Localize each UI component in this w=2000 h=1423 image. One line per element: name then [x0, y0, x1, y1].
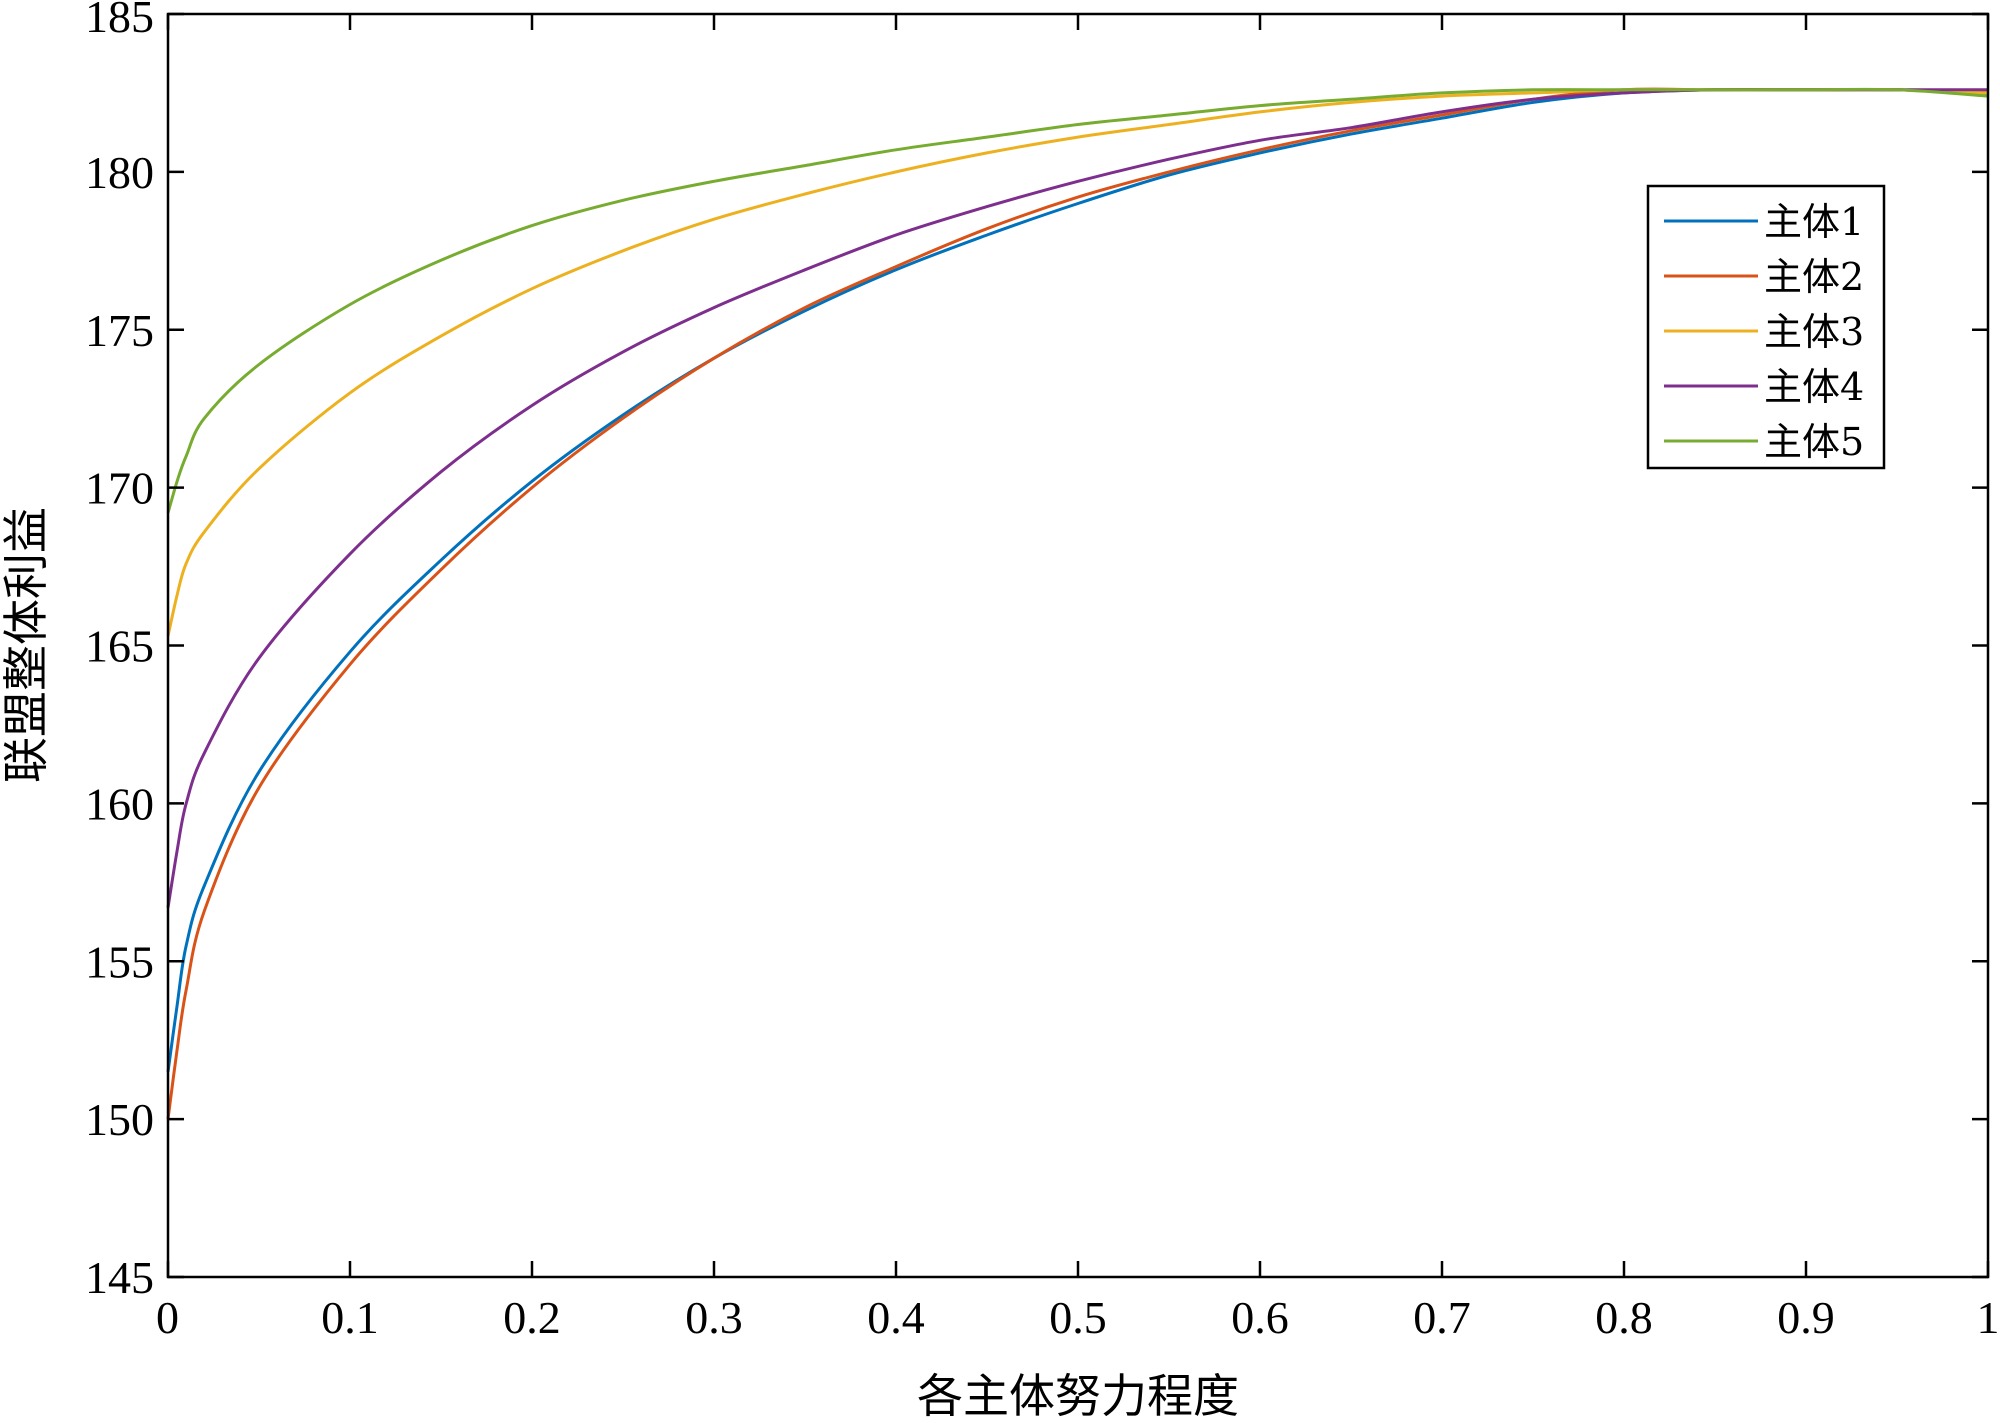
y-tick-label: 155: [85, 936, 154, 987]
y-tick-label: 180: [85, 147, 154, 198]
legend-label-2: 主体2: [1764, 255, 1864, 299]
x-tick-label: 0.7: [1413, 1292, 1471, 1343]
x-tick-label: 0.9: [1777, 1292, 1835, 1343]
legend-label-3: 主体3: [1764, 310, 1864, 354]
y-tick-label: 170: [85, 463, 154, 514]
x-tick-label: 0.6: [1231, 1292, 1289, 1343]
x-tick-label: 0.2: [503, 1292, 561, 1343]
legend-label-1: 主体1: [1764, 200, 1864, 244]
y-tick-label: 145: [85, 1252, 154, 1303]
x-axis-title: 各主体努力程度: [917, 1369, 1239, 1423]
series-layer: [166, 87, 1989, 1120]
x-tick-label: 0.3: [685, 1292, 743, 1343]
series-line-4: [166, 88, 1988, 908]
y-axis-title: 联盟整体利益: [0, 507, 53, 783]
y-tick-label: 150: [85, 1094, 154, 1145]
x-tick-label: 0.4: [867, 1292, 925, 1343]
legend-box: [1646, 184, 1886, 470]
x-tick-label: 0.5: [1049, 1292, 1107, 1343]
x-tick-label: 0.8: [1595, 1292, 1653, 1343]
y-tick-label: 175: [85, 305, 154, 356]
y-tick-label: 165: [85, 621, 154, 672]
x-tick-label: 0.1: [321, 1292, 379, 1343]
y-tick-label: 160: [85, 778, 154, 829]
legend-label-4: 主体4: [1764, 365, 1864, 409]
legend-label-5: 主体5: [1764, 420, 1864, 464]
y-tick-label: 185: [85, 0, 154, 42]
x-tick-label: 1: [1977, 1292, 2000, 1343]
tick-layer: 0 0.1 0.2 0.3 0.4 0.5 0.6 0.7 0.8 0.9 1 145 150 155 16…: [85, 0, 2000, 1343]
x-tick-label: 0: [156, 1292, 179, 1343]
series-line-5: [166, 87, 1989, 514]
legend: 主体1 主体2 主体3 主体4 主体5: [1646, 184, 1886, 470]
